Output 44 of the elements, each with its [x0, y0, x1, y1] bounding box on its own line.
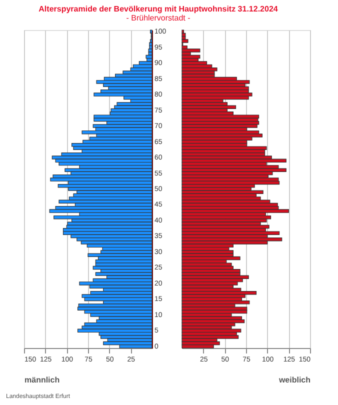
bar — [149, 42, 152, 46]
bar — [182, 48, 200, 52]
bar — [182, 231, 280, 235]
bar — [95, 272, 152, 276]
bar — [182, 190, 264, 194]
bar — [182, 335, 239, 339]
bar — [49, 209, 152, 213]
bar — [182, 168, 286, 172]
bar — [182, 262, 232, 266]
bar — [82, 294, 152, 298]
bar — [182, 70, 215, 74]
chart-subtitle: - Brühlervorstadt - — [126, 14, 191, 23]
bar — [95, 262, 152, 266]
bar — [88, 253, 152, 257]
bar — [114, 105, 152, 110]
bar — [82, 326, 152, 330]
bar — [92, 124, 152, 128]
bar — [94, 114, 152, 118]
bar — [182, 105, 236, 110]
bar — [77, 306, 152, 311]
bar — [58, 200, 152, 204]
x-axis-title: männlich — [24, 376, 60, 384]
bar — [182, 316, 242, 320]
bar — [182, 209, 289, 213]
bar — [73, 146, 152, 150]
bar — [80, 240, 152, 244]
bar — [182, 114, 260, 118]
bar — [182, 178, 279, 182]
bar — [64, 168, 152, 172]
bar — [182, 146, 267, 150]
bar — [182, 39, 188, 43]
bar — [62, 231, 152, 235]
bar — [67, 222, 152, 226]
bar — [182, 306, 248, 311]
bar — [149, 45, 152, 50]
bar — [50, 178, 152, 182]
bar — [148, 52, 152, 56]
bar — [94, 92, 152, 96]
chart-title: Alterspyramide der Bevölkerung mit Hauptwohnsitz 31.12.2024 — [38, 4, 278, 14]
x-axis-title: weiblich — [278, 376, 311, 384]
bar — [52, 156, 152, 160]
bar — [182, 124, 258, 128]
bar — [182, 83, 246, 87]
bar — [182, 92, 252, 96]
